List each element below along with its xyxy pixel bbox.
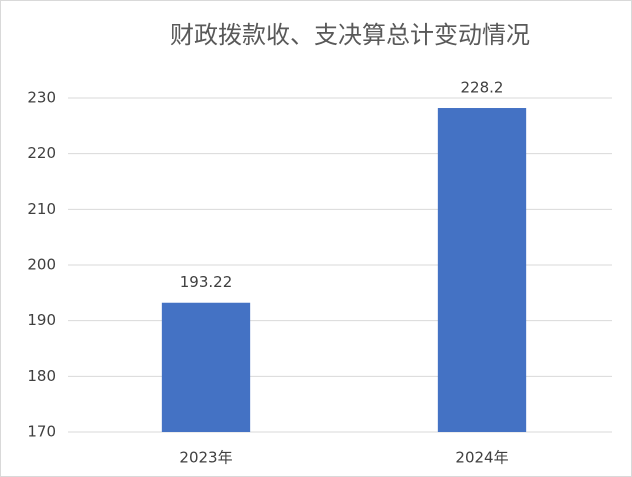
y-tick-label: 210 — [27, 200, 56, 218]
x-tick-label: 2023年 — [179, 449, 232, 467]
y-tick-label: 230 — [27, 89, 56, 107]
bar — [161, 302, 251, 432]
y-tick-label: 200 — [27, 256, 56, 274]
y-tick-label: 220 — [27, 144, 56, 162]
data-label: 193.22 — [180, 273, 233, 291]
y-tick-label: 170 — [27, 423, 56, 441]
bar — [437, 108, 527, 433]
x-tick-label: 2024年 — [455, 449, 508, 467]
chart-title: 财政拨款收、支决算总计变动情况 — [170, 21, 530, 49]
data-label: 228.2 — [461, 79, 504, 97]
y-tick-label: 180 — [27, 367, 56, 385]
y-tick-label: 190 — [27, 311, 56, 329]
